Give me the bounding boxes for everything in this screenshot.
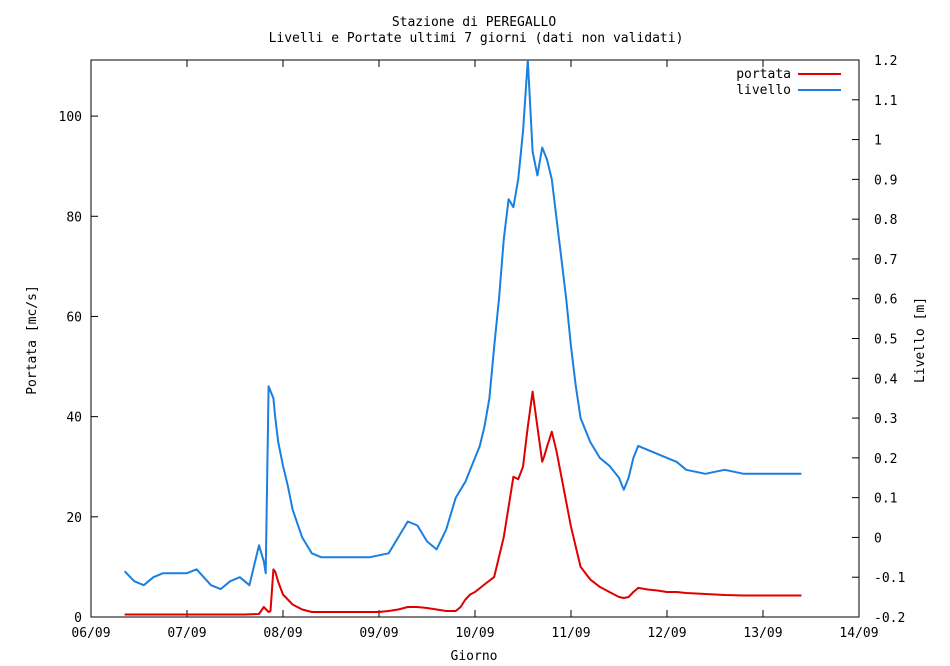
x-tick-label: 06/09 [71, 626, 110, 641]
y-left-tick-label: 20 [66, 511, 82, 526]
y-left-tick-label: 60 [66, 310, 82, 325]
legend-label-livello: livello [736, 83, 791, 98]
y-right-tick-label: -0.1 [874, 571, 905, 586]
legend-label-portata: portata [736, 67, 791, 82]
y-right-tick-label: 0.4 [874, 372, 898, 387]
x-axis-label: Giorno [451, 649, 498, 664]
y-right-tick-label: 0.7 [874, 253, 897, 268]
y-right-tick-label: 0.1 [874, 492, 897, 507]
y-right-axis-label: Livello [m] [913, 297, 928, 383]
x-tick-label: 13/09 [743, 626, 782, 641]
series-line-portata [124, 390, 802, 616]
x-tick-label: 10/09 [455, 626, 494, 641]
x-tick-label: 07/09 [167, 626, 206, 641]
plot-frame [90, 59, 860, 618]
y-left-tick-label: 80 [66, 210, 82, 225]
y-right-tick-label: 1 [874, 134, 882, 149]
y-right-tick-label: 0.8 [874, 213, 897, 228]
y-left-tick-label: 40 [66, 411, 82, 426]
x-tick-label: 08/09 [263, 626, 302, 641]
y-right-tick-label: 0 [874, 531, 882, 546]
y-right-tick-label: 0.5 [874, 333, 897, 348]
chart-subtitle: Livelli e Portate ultimi 7 giorni (dati … [269, 31, 684, 46]
y-right-tick-label: 0.6 [874, 293, 897, 308]
x-tick-label: 09/09 [359, 626, 398, 641]
y-right-tick-label: 0.2 [874, 452, 897, 467]
y-left-axis-label: Portata [mc/s] [25, 285, 40, 395]
x-tick-label: 12/09 [647, 626, 686, 641]
ticks-layer: 06/09 07/09 08/09 09/09 10/09 11/09 12/09 13/09… [59, 54, 906, 641]
y-right-tick-label: 0.3 [874, 412, 897, 427]
y-left-tick-label: 0 [74, 611, 82, 626]
y-right-tick-label: 1.2 [874, 54, 897, 69]
y-right-tick-label: 0.9 [874, 173, 897, 188]
x-tick-label: 11/09 [551, 626, 590, 641]
y-right-tick-label: 1.1 [874, 94, 897, 109]
y-right-tick-label: -0.2 [874, 611, 905, 626]
series-layer [123, 59, 802, 616]
chart-title: Stazione di PEREGALLO [392, 15, 557, 30]
series-line-livello [123, 59, 802, 591]
x-tick-label: 14/09 [839, 626, 878, 641]
y-left-tick-label: 100 [59, 110, 82, 125]
